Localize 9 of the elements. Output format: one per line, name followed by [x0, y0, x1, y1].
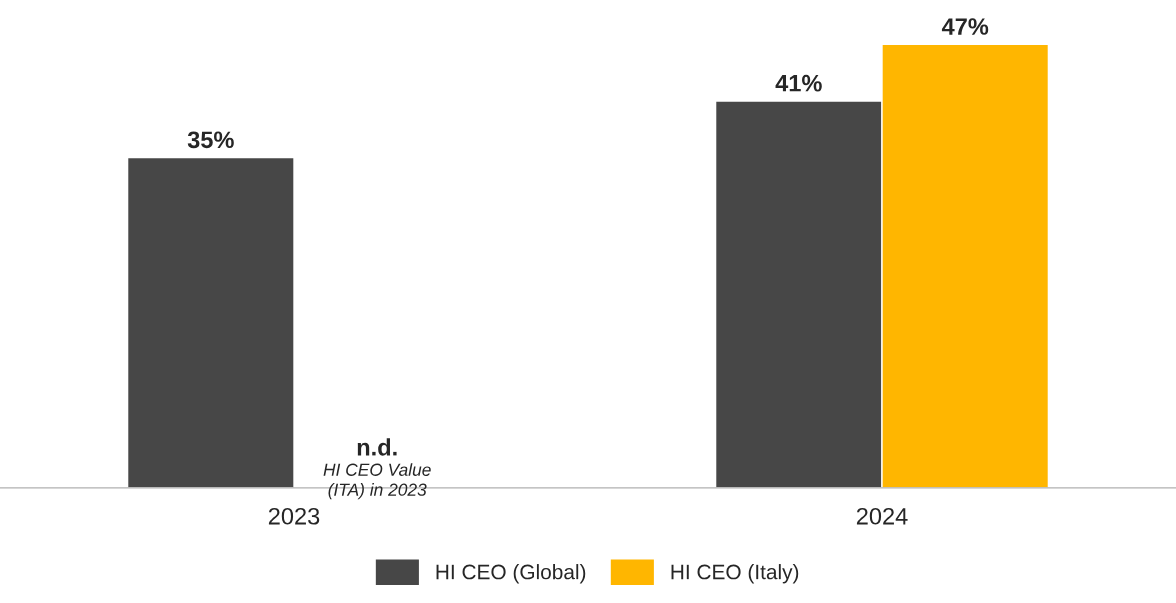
legend-label: HI CEO (Global) [436, 564, 586, 584]
text: n.d. [357, 438, 397, 456]
data-label: 41% [775, 74, 822, 92]
data-label: 35% [187, 131, 234, 149]
data-label: 47% [941, 18, 989, 35]
annotation: HI CEO Value (ITA) in 2023 [323, 463, 431, 500]
x-tick-label: 2024 [856, 507, 908, 525]
legend-label: HI CEO (Italy) [671, 564, 799, 584]
x-tick-label: 2023 [268, 507, 320, 525]
